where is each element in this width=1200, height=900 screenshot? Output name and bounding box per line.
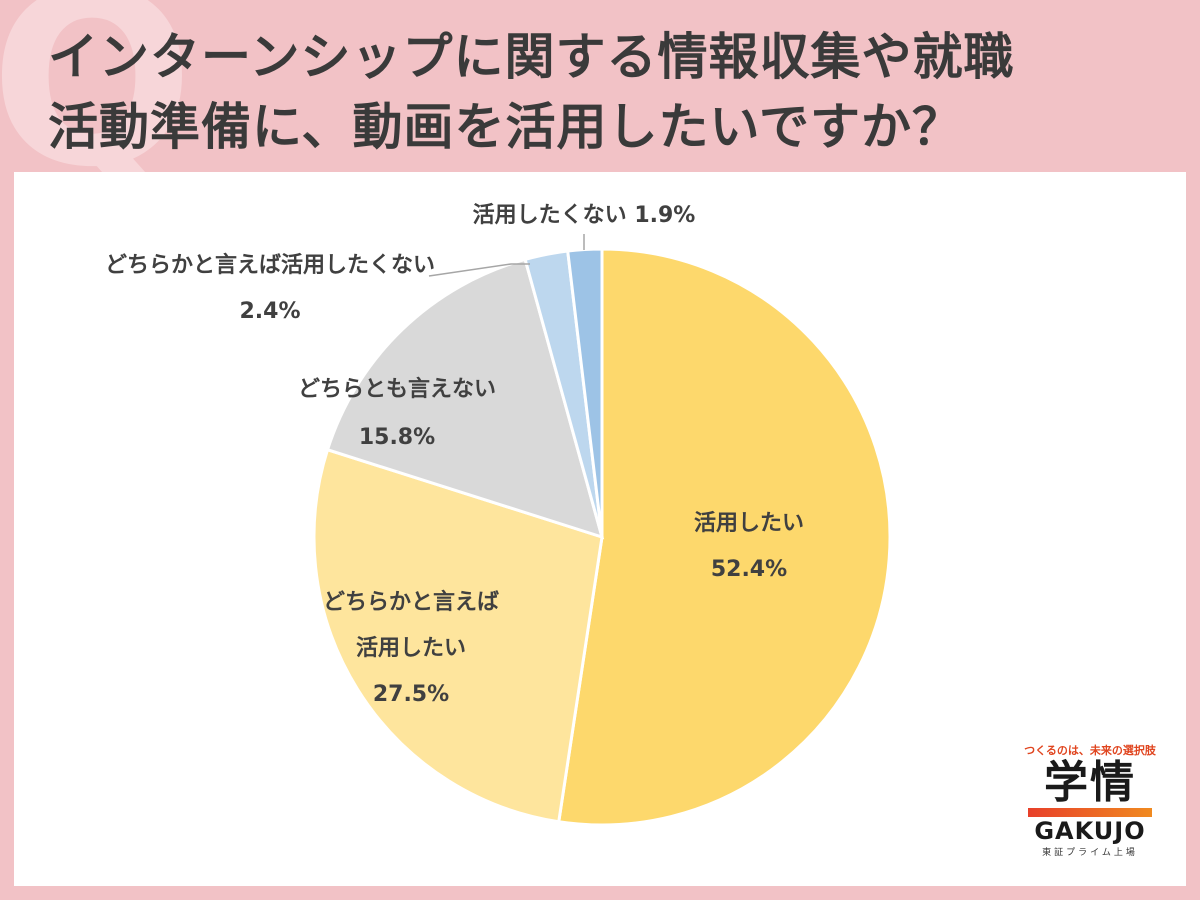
pie-slice-dochiratomo-ienai: [325, 257, 605, 540]
slice-label-dochiratomo-ienai: どちらとも言えない: [298, 376, 496, 402]
pie-slice-katsuyou-shitakunai: [566, 247, 604, 538]
slice-value-dochiratomo-ienai: 15.8%: [359, 425, 435, 450]
question-mark-decoration: Q: [0, 0, 195, 220]
logo-tagline: つくるのは、未来の選択肢: [1024, 744, 1156, 757]
title-line-1: インターンシップに関する情報収集や就職: [48, 28, 1015, 86]
logo-english: GAKUJO: [1034, 817, 1146, 845]
title-line-2: 活動準備に、動画を活用したいですか？: [48, 98, 963, 156]
leader-line-dochiraka-katsuyou-shitakunai: [428, 263, 530, 277]
slice-label-dochiraka-katsuyou-shitakunai: どちらかと言えば活用したくない: [105, 252, 435, 278]
slice-value-katsuyou-shitai: 52.4%: [711, 557, 787, 582]
logo-mark: 学情: [1044, 757, 1136, 808]
logo-sub: 東証プライム上場: [1042, 848, 1138, 858]
slice-value-dochiraka-katsuyou-shitakunai: 2.4%: [239, 299, 300, 324]
slice-label-dochiraka-katsuyou-shitai-1: どちらかと言えば: [323, 589, 499, 615]
logo-bar: [1028, 808, 1152, 817]
pie-slice-katsuyou-shitai: [557, 247, 892, 827]
pie-slice-dochiraka-katsuyou-shitai: [312, 447, 604, 824]
slice-value-dochiraka-katsuyou-shitai: 27.5%: [373, 682, 449, 707]
slice-label-dochiraka-katsuyou-shitai-2: 活用したい: [356, 636, 466, 661]
pie-chart: 活用したい52.4%どちらかと言えば活用したい27.5%どちらとも言えない15.…: [105, 203, 892, 827]
slice-label-katsuyou-shitai: 活用したい: [694, 511, 804, 536]
chart-panel: 活用したい 52.4% どちらかと言えば 活用したい 27.5% どちらとも言えない 15.…: [14, 172, 1186, 886]
page-title: インターンシップに関する情報収集や就職 活動準備に、動画を活用したいですか？: [48, 22, 1168, 162]
gakujo-logo: つくるのは、未来の選択肢 学情 GAKUJO 東証プライム上場: [1024, 742, 1156, 858]
slice-label-katsuyou-shitakunai: 活用したくない 1.9%: [473, 203, 696, 228]
